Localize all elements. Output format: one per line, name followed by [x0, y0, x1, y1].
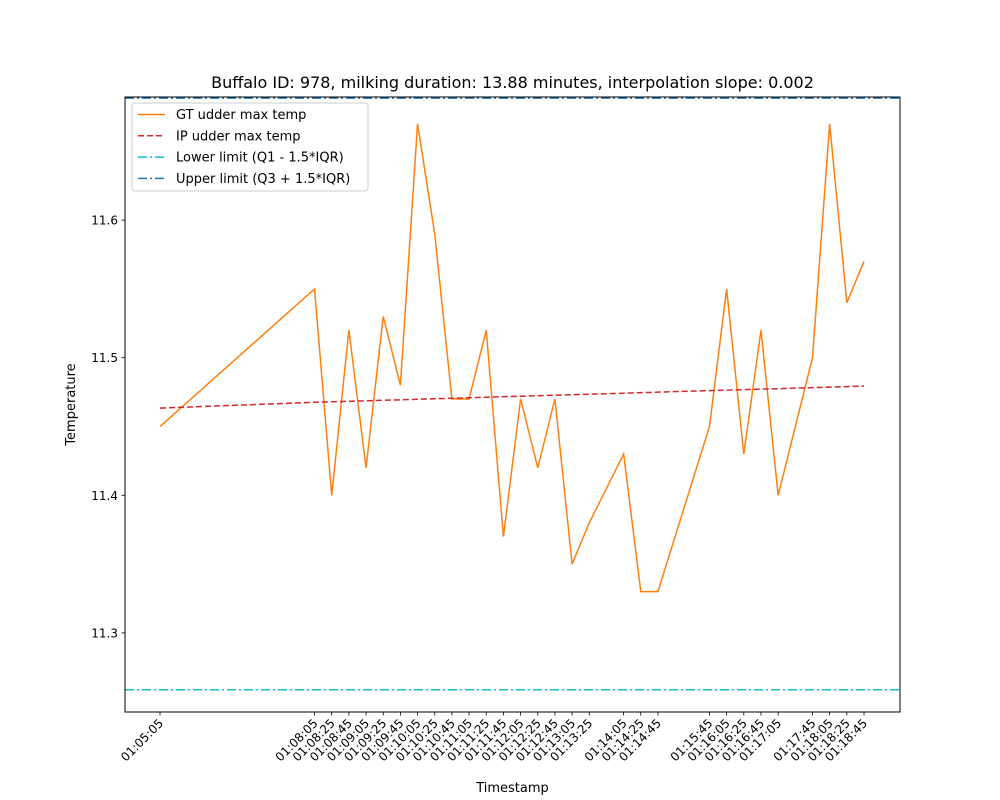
- y-tick-label: 11.6: [91, 214, 118, 228]
- x-axis-label: Timestamp: [475, 781, 549, 796]
- series-line-ip: [159, 385, 865, 409]
- series-line-gt: [159, 123, 865, 593]
- legend: GT udder max temp IP udder max temp Lower …: [131, 102, 369, 192]
- legend-box: [131, 102, 369, 192]
- plot-frame: [124, 96, 901, 713]
- legend-label: GT udder max temp: [176, 108, 306, 123]
- chart-title: Buffalo ID: 978, milking duration: 13.88…: [211, 73, 814, 92]
- y-axis-label: Temperature: [64, 363, 79, 446]
- y-tick-label: 11.3: [91, 626, 118, 640]
- y-tick-label: 11.5: [91, 351, 118, 365]
- x-tick-label: 01:05:05: [118, 716, 166, 764]
- legend-label: IP udder max temp: [176, 129, 301, 144]
- legend-label: Upper limit (Q3 + 1.5*IQR): [176, 172, 350, 187]
- y-tick-label: 11.4: [91, 489, 118, 503]
- legend-label: Lower limit (Q1 - 1.5*IQR): [176, 151, 344, 166]
